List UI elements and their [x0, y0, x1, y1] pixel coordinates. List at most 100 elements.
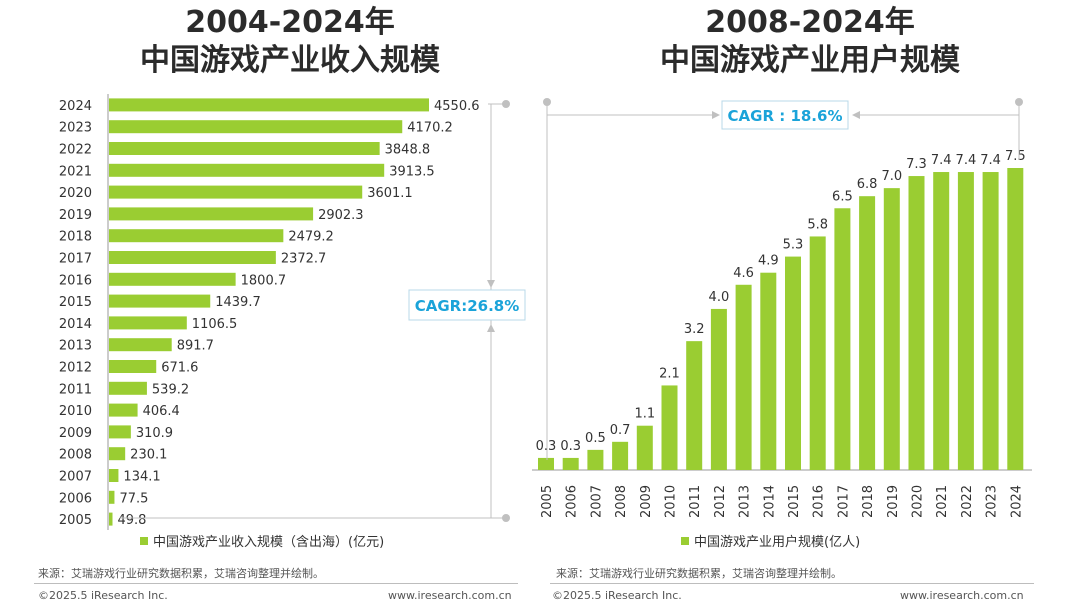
- left-source-note: 来源：艾瑞游戏行业研究数据积累，艾瑞咨询整理并绘制。: [38, 567, 324, 580]
- right-year-label: 2019: [886, 485, 901, 518]
- left-year-label: 2019: [59, 208, 92, 223]
- right-bar: [957, 172, 974, 470]
- left-bar: [109, 425, 131, 439]
- left-year-label: 2024: [59, 99, 92, 114]
- left-bar: [109, 403, 138, 417]
- left-footer-divider: [34, 583, 518, 584]
- left-value-label: 4170.2: [407, 121, 453, 136]
- right-source-note: 来源：艾瑞游戏行业研究数据积累，艾瑞咨询整理并绘制。: [556, 567, 842, 580]
- right-value-label: 5.3: [783, 238, 804, 253]
- right-bar: [612, 441, 629, 470]
- right-cagr-dot-right: [1015, 98, 1023, 106]
- right-year-label: 2011: [688, 485, 703, 518]
- left-value-label: 2902.3: [318, 208, 364, 223]
- right-year-label: 2012: [713, 485, 728, 518]
- right-year-label: 2008: [614, 485, 629, 518]
- left-bar: [109, 316, 187, 330]
- right-value-label: 0.5: [585, 431, 606, 446]
- right-value-label: 7.5: [1005, 149, 1026, 164]
- left-value-label: 2372.7: [281, 252, 327, 267]
- left-website: www.iresearch.com.cn: [388, 589, 512, 602]
- left-cagr-dot-bottom: [502, 514, 510, 522]
- left-year-label: 2016: [59, 273, 92, 288]
- right-bar: [760, 272, 777, 470]
- right-bar-chart: 0.3 2005 0.3 2006 0.5 2007 0.7 2008 1.1 2009 2.1 20…: [532, 98, 1032, 550]
- right-year-label: 2017: [836, 485, 851, 518]
- left-bar: [109, 229, 284, 243]
- left-year-label: 2022: [59, 143, 92, 158]
- left-value-label: 134.1: [123, 470, 160, 485]
- left-value-label: 3913.5: [389, 164, 435, 179]
- right-year-label: 2005: [540, 485, 555, 518]
- right-value-label: 0.7: [610, 423, 631, 438]
- left-year-label: 2021: [59, 164, 92, 179]
- right-bar: [587, 449, 604, 470]
- left-legend-swatch: [140, 537, 148, 545]
- left-year-label: 2018: [59, 230, 92, 245]
- right-cagr-arrow-left: [852, 111, 860, 119]
- left-bar: [109, 512, 113, 526]
- right-copyright: ©2025.5 iResearch Inc.: [552, 589, 682, 602]
- right-bar: [859, 196, 876, 471]
- left-year-label: 2012: [59, 361, 92, 376]
- left-bar: [109, 120, 403, 134]
- right-year-label: 2007: [589, 485, 604, 518]
- right-chart-title-line2: 中国游戏产业用户规模: [660, 43, 960, 78]
- right-value-label: 1.1: [634, 407, 655, 422]
- right-year-label: 2018: [861, 485, 876, 518]
- left-bar: [109, 381, 147, 395]
- left-value-label: 230.1: [130, 448, 167, 463]
- left-value-label: 49.8: [118, 513, 147, 528]
- left-bar: [109, 163, 385, 177]
- left-value-label: 1106.5: [192, 317, 238, 332]
- right-bar: [809, 236, 826, 470]
- right-year-label: 2009: [639, 485, 654, 518]
- right-year-label: 2020: [911, 485, 926, 518]
- left-year-label: 2011: [59, 382, 92, 397]
- right-cagr-box: [721, 100, 849, 130]
- right-year-label: 2023: [985, 485, 1000, 518]
- right-value-label: 7.0: [881, 169, 902, 184]
- left-value-label: 77.5: [119, 491, 148, 506]
- left-bar: [109, 98, 429, 112]
- left-year-label: 2014: [59, 317, 92, 332]
- left-bar: [109, 447, 126, 461]
- right-bar: [710, 308, 727, 470]
- left-year-label: 2023: [59, 121, 92, 136]
- right-chart-title: 2008-2024年 中国游戏产业用户规模: [560, 4, 1060, 80]
- right-value-label: 4.9: [758, 254, 779, 269]
- left-value-label: 4550.6: [434, 99, 480, 114]
- right-legend-label: 中国游戏产业用户规模(亿人): [694, 534, 860, 550]
- right-website: www.iresearch.com.cn: [900, 589, 1024, 602]
- left-bar: [109, 251, 276, 264]
- right-bar: [785, 256, 801, 470]
- right-value-label: 4.6: [733, 266, 754, 281]
- left-value-label: 2479.2: [288, 230, 334, 245]
- right-value-label: 6.8: [857, 177, 878, 192]
- left-cagr-box: [408, 289, 526, 321]
- left-bar: [109, 294, 211, 308]
- right-year-label: 2016: [812, 485, 827, 518]
- left-bar: [109, 272, 236, 286]
- left-value-label: 310.9: [136, 426, 173, 441]
- right-year-label: 2022: [960, 485, 975, 518]
- left-cagr-arrow-up: [487, 324, 495, 332]
- right-value-label: 7.4: [931, 153, 952, 168]
- right-value-label: 5.8: [807, 217, 828, 232]
- right-year-label: 2024: [1009, 485, 1024, 518]
- right-value-label: 3.2: [684, 322, 705, 337]
- left-year-label: 2017: [59, 252, 92, 267]
- right-value-label: 7.3: [906, 157, 927, 172]
- left-cagr-dot-top: [502, 100, 510, 108]
- right-year-label: 2021: [935, 485, 950, 518]
- left-value-label: 1800.7: [241, 273, 287, 288]
- left-value-label: 406.4: [143, 404, 180, 419]
- left-chart-title: 2004-2024年 中国游戏产业收入规模: [60, 4, 520, 80]
- right-value-label: 0.3: [536, 439, 557, 454]
- left-value-label: 1439.7: [215, 295, 261, 310]
- left-year-label: 2006: [59, 491, 92, 506]
- left-bar: [109, 469, 119, 482]
- right-bar: [834, 208, 851, 470]
- right-year-label: 2013: [738, 485, 753, 518]
- left-chart-title-line2: 中国游戏产业收入规模: [140, 43, 440, 78]
